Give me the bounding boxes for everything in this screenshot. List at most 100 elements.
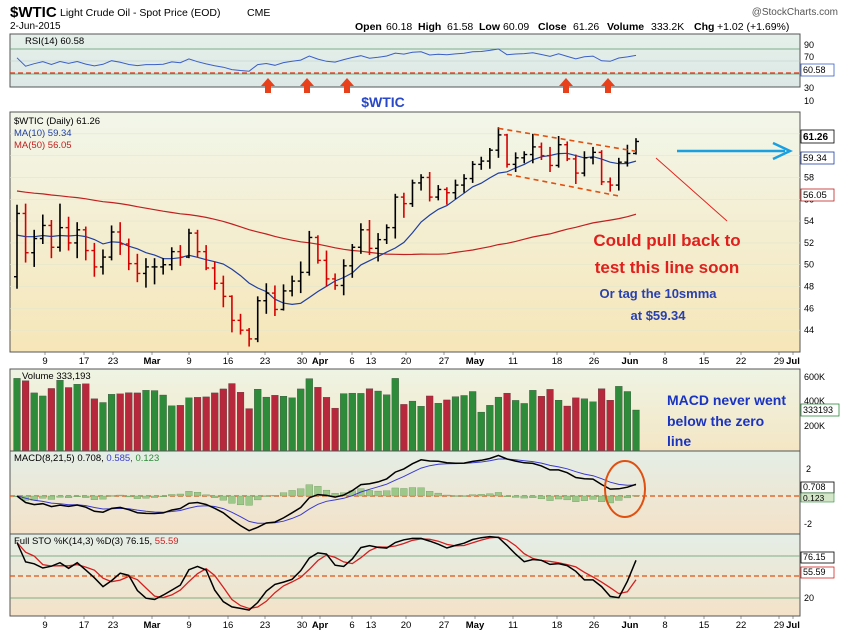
macd-histogram-bar <box>108 495 116 497</box>
macd-signal-line <box>16 458 637 524</box>
volume-bar <box>262 396 270 452</box>
macd-histogram-bar <box>494 492 502 497</box>
macd-histogram-bar <box>589 495 597 500</box>
stochastic-panel: Full STO %K(14,3) %D(3) 76.15, 55.59 80 … <box>9 533 835 617</box>
macd-histogram-bar <box>365 490 374 497</box>
volume-bar <box>159 394 167 452</box>
macd-hist-badge: 0.123 <box>803 493 825 503</box>
pullback-annotation-line1: Could pull back to <box>593 231 740 250</box>
ohlc-open-value: 60.18 <box>386 21 412 33</box>
x-tick-label: 23 <box>260 356 271 367</box>
volume-value: 333.2K <box>651 21 684 33</box>
price-bar <box>452 179 459 200</box>
price-tick: 50 <box>804 260 814 270</box>
macd-histogram-bar <box>572 495 580 502</box>
ohlc-low-value: 60.09 <box>503 21 529 33</box>
price-bar <box>400 192 407 218</box>
rsi-line <box>16 48 637 72</box>
macd-histogram-bar <box>211 495 219 498</box>
sto-k-badge: 76.15 <box>803 552 826 562</box>
volume-bar <box>90 398 98 452</box>
pullback-annotation-line2: test this line soon <box>595 258 740 277</box>
price-bar <box>443 187 450 205</box>
volume-bar <box>168 405 176 452</box>
x-tick-label: 8 <box>662 356 667 367</box>
volume-bar <box>108 394 116 452</box>
macd-histogram-bar <box>598 495 606 503</box>
price-legend-title: $WTIC (Daily) 61.26 <box>14 116 100 127</box>
volume-bar <box>391 378 399 452</box>
macd-histogram-bar <box>228 495 236 504</box>
price-bar <box>31 229 38 267</box>
price-bar <box>108 225 115 261</box>
volume-bar <box>615 386 623 452</box>
macd-histogram-bar <box>39 495 47 499</box>
price-bar <box>349 244 356 278</box>
price-bar <box>39 214 46 244</box>
volume-bar <box>572 397 580 452</box>
x-tick-label: 30 <box>297 356 308 367</box>
price-bar <box>547 146 554 172</box>
price-bar <box>409 179 416 207</box>
macd-histogram-bar <box>520 495 528 499</box>
price-bar <box>228 295 235 333</box>
x-tick-label: Jun <box>622 356 639 367</box>
macd-value-badge: 0.708 <box>803 482 826 492</box>
volume-panel: Volume 333,193 MACD never went below the… <box>9 368 840 452</box>
price-bar <box>607 177 614 192</box>
volume-bar <box>340 393 348 452</box>
price-bar <box>529 133 536 164</box>
price-bar <box>323 250 330 287</box>
x-tick-label: Apr <box>312 356 329 367</box>
x-tick-label: Mar <box>144 356 161 367</box>
price-bar <box>134 253 141 283</box>
volume-bar <box>211 392 219 452</box>
macd-histogram-bar <box>400 488 408 497</box>
rsi-tick: 10 <box>804 96 814 106</box>
volume-tick: 200K <box>804 421 825 431</box>
price-bar <box>426 172 433 202</box>
price-bar <box>590 146 597 165</box>
macd-annotation-line3: line <box>667 433 691 449</box>
rsi-symbol-annotation: $WTIC <box>361 94 405 110</box>
macd-tick: -2 <box>804 519 812 529</box>
price-bar <box>340 259 347 296</box>
macd-histogram-bar <box>529 495 537 498</box>
macd-histogram-bar <box>417 487 425 497</box>
price-bar <box>194 229 201 258</box>
macd-histogram-bar <box>219 495 227 501</box>
x-tick-label: 17 <box>79 620 90 631</box>
macd-histogram-bar <box>271 495 279 497</box>
volume-bar <box>443 399 451 452</box>
price-bar <box>306 230 313 276</box>
volume-bar <box>434 403 442 452</box>
price-bar <box>495 127 502 158</box>
macd-histogram-bar <box>469 494 477 497</box>
volume-bar <box>623 391 631 452</box>
x-tick-label: 6 <box>349 620 354 631</box>
volume-bar <box>193 397 202 452</box>
volume-bar <box>271 395 279 452</box>
macd-histogram-bar <box>305 484 313 497</box>
price-bar <box>375 233 382 262</box>
x-tick-label: 8 <box>662 620 667 631</box>
tag-annotation-line1: Or tag the 10smma <box>599 286 717 301</box>
watermark: @StockCharts.com <box>752 7 838 18</box>
price-bar <box>555 136 562 168</box>
x-tick-label: May <box>466 620 485 631</box>
price-bar <box>289 275 296 297</box>
macd-histogram-bar <box>254 495 262 501</box>
x-tick-label: 20 <box>401 620 412 631</box>
price-bar <box>125 238 132 271</box>
x-tick-label: 26 <box>589 620 600 631</box>
symbol-title: $WTIC <box>10 4 57 21</box>
macd-histogram-bar <box>73 495 81 497</box>
volume-bar <box>348 392 356 452</box>
price-bar <box>366 220 373 255</box>
volume-bar <box>529 390 537 452</box>
x-tick-label: 27 <box>439 356 450 367</box>
up-arrow-icon <box>559 78 573 93</box>
sto-legend: Full STO %K(14,3) %D(3) 76.15, 55.59 <box>14 536 179 547</box>
x-tick-label: 9 <box>186 620 191 631</box>
x-tick-label: 17 <box>79 356 90 367</box>
